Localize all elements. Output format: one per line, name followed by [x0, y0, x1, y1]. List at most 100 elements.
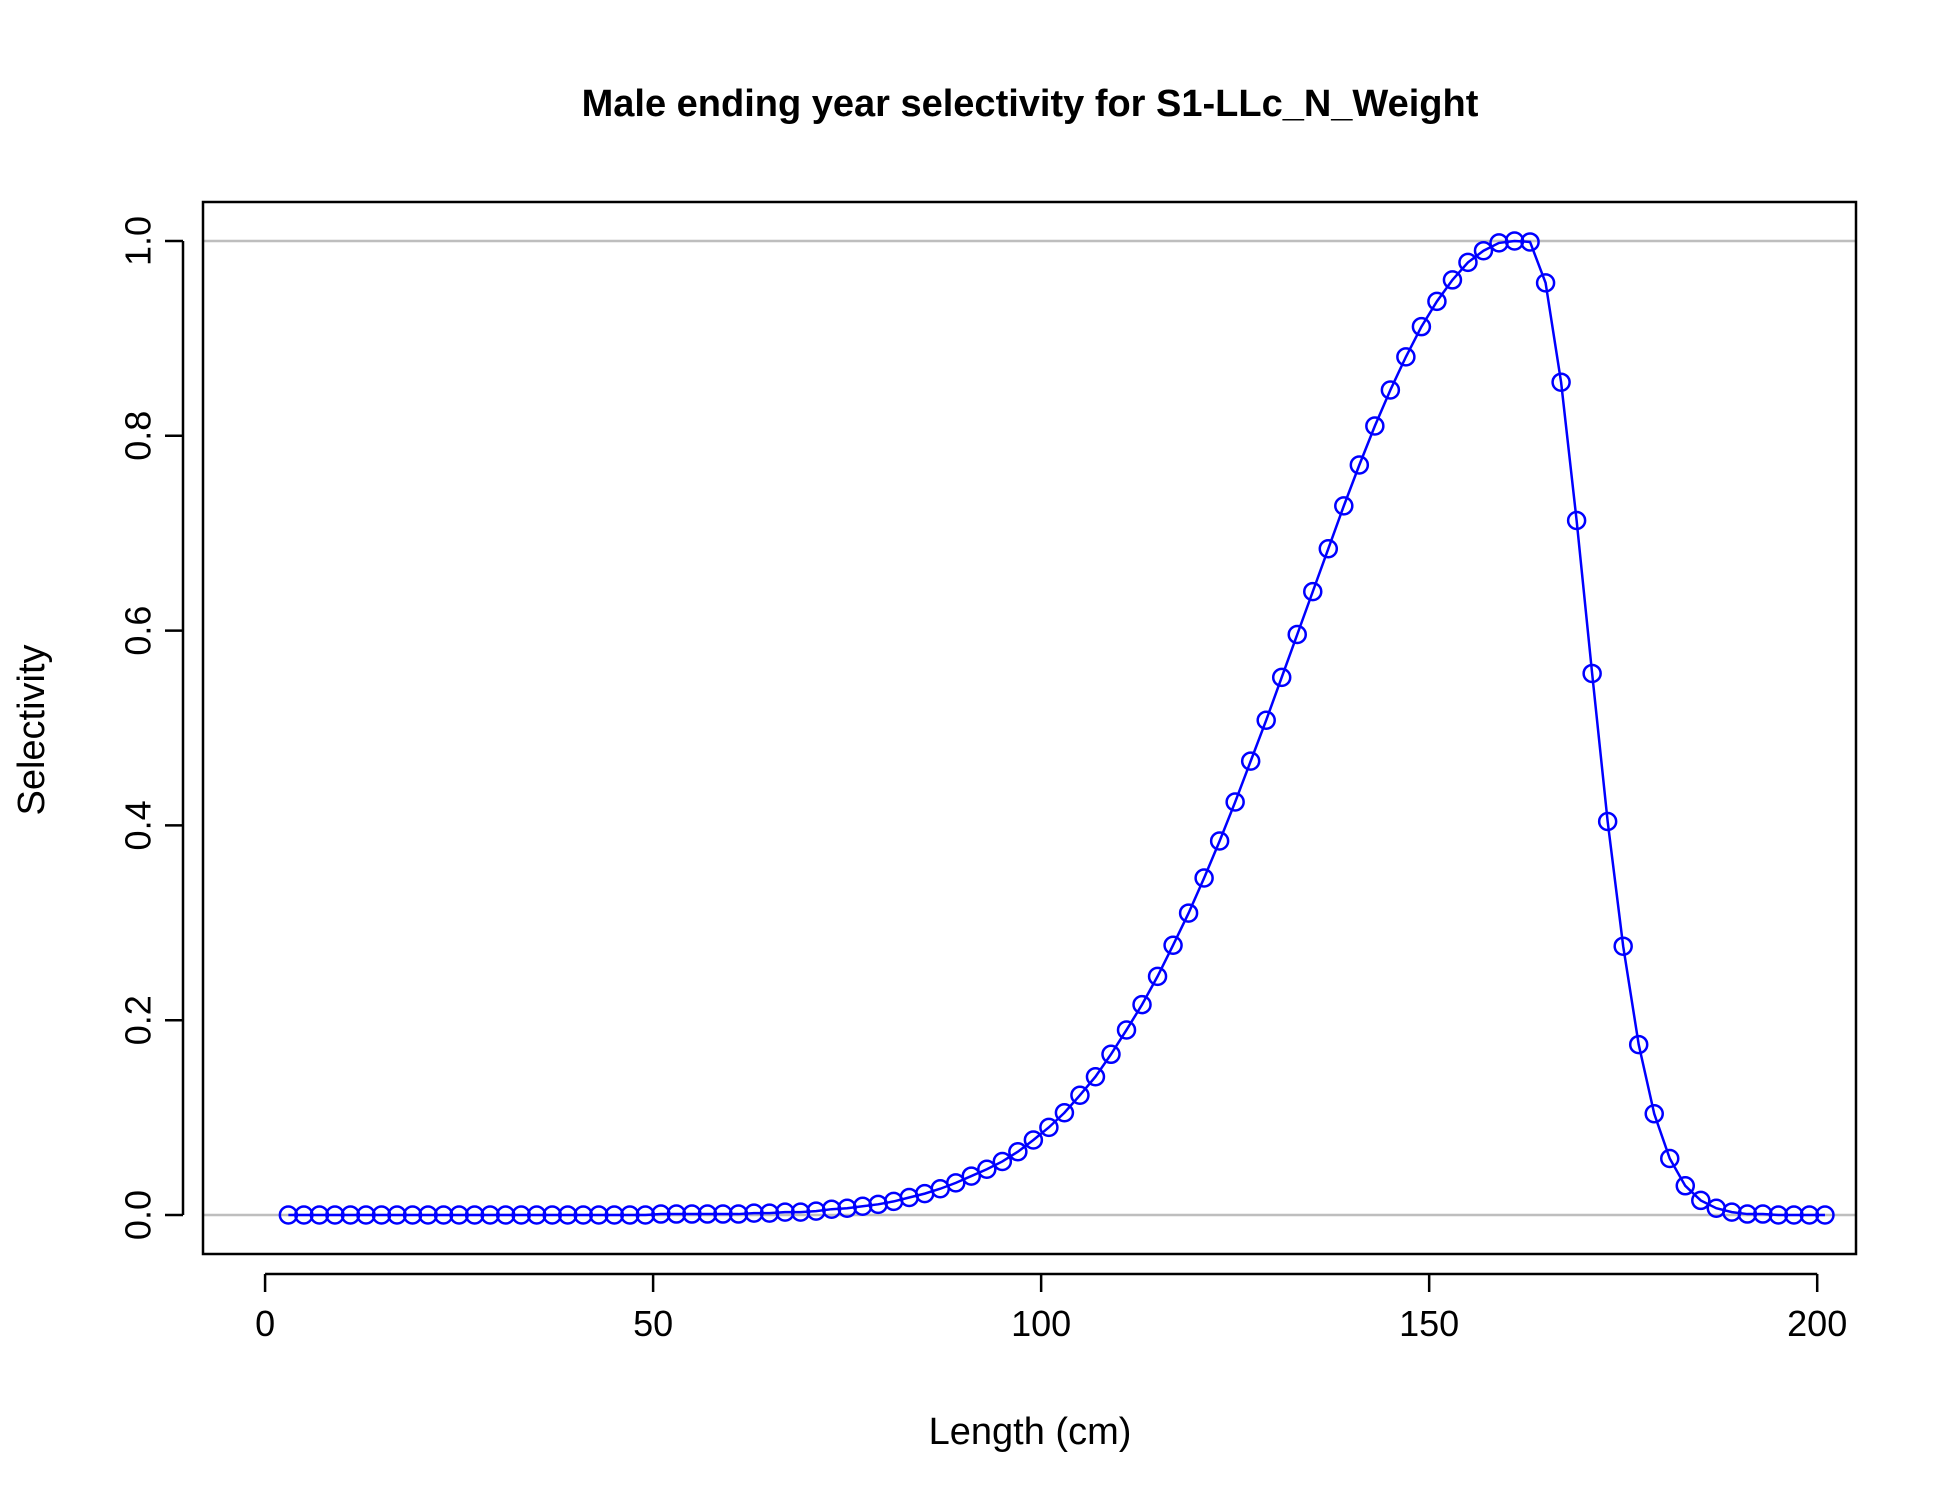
- x-axis: 0 50 100 150 200: [255, 1272, 1847, 1344]
- data-point-0-70: [1365, 416, 1385, 436]
- data-point-0-99: [1815, 1205, 1835, 1225]
- data-point-0-50: [1054, 1103, 1075, 1123]
- x-tick-label-3: 150: [1399, 1303, 1459, 1344]
- data-point-0-9: [418, 1205, 438, 1225]
- data-point-0-81: [1535, 273, 1556, 293]
- data-point-0-97: [1784, 1205, 1804, 1225]
- data-point-0-25: [666, 1204, 687, 1224]
- data-point-0-68: [1334, 496, 1354, 516]
- data-point-0-66: [1303, 581, 1323, 602]
- reference-lines: [203, 239, 1856, 1217]
- data-point-0-30: [744, 1203, 764, 1223]
- data-point-0-21: [604, 1205, 625, 1225]
- data-point-0-16: [526, 1205, 547, 1225]
- data-point-0-23: [635, 1205, 656, 1225]
- data-point-0-82: [1551, 372, 1571, 392]
- data-point-0-91: [1691, 1190, 1711, 1211]
- data-point-0-35: [821, 1199, 842, 1219]
- data-point-0-24: [651, 1204, 671, 1224]
- y-tick-label-4: 0.8: [118, 411, 159, 461]
- data-point-0-29: [728, 1204, 749, 1224]
- y-tick-label-0: 0.0: [118, 1190, 159, 1240]
- chart-title: Male ending year selectivity for S1-LLc_…: [582, 83, 1479, 125]
- data-point-0-52: [1085, 1066, 1106, 1087]
- series-layer: [278, 231, 1835, 1225]
- data-point-0-67: [1318, 539, 1339, 559]
- data-point-0-26: [682, 1204, 702, 1224]
- y-axis: 0.0 0.2 0.4 0.6 0.8 1.0: [118, 216, 185, 1240]
- y-tick-label-3: 0.6: [118, 606, 159, 656]
- data-point-0-58: [1178, 903, 1199, 923]
- data-point-0-47: [1008, 1141, 1028, 1162]
- data-point-0-94: [1737, 1204, 1758, 1224]
- data-point-0-89: [1660, 1148, 1680, 1169]
- data-point-0-79: [1504, 231, 1525, 251]
- data-point-0-8: [402, 1205, 423, 1225]
- y-tick-label-2: 0.4: [118, 800, 159, 850]
- data-point-0-84: [1582, 663, 1602, 684]
- data-point-0-31: [759, 1203, 780, 1223]
- data-point-0-96: [1768, 1205, 1789, 1225]
- data-point-0-15: [511, 1205, 531, 1225]
- data-point-0-72: [1396, 347, 1416, 367]
- x-tick-label-1: 50: [633, 1303, 673, 1344]
- data-point-0-0: [278, 1205, 299, 1225]
- data-point-0-46: [992, 1151, 1013, 1172]
- y-tick-label-1: 0.2: [118, 995, 159, 1045]
- data-point-0-71: [1380, 380, 1401, 400]
- data-point-0-59: [1194, 868, 1214, 888]
- data-point-0-7: [387, 1205, 407, 1225]
- data-point-0-83: [1566, 510, 1587, 531]
- data-point-0-76: [1458, 252, 1478, 273]
- data-point-0-61: [1225, 792, 1245, 812]
- data-point-0-62: [1240, 751, 1261, 771]
- data-point-0-22: [620, 1205, 640, 1225]
- data-point-0-88: [1644, 1103, 1664, 1124]
- data-point-0-65: [1287, 624, 1307, 645]
- data-point-0-45: [977, 1159, 997, 1180]
- data-point-0-43: [946, 1173, 966, 1193]
- data-point-0-64: [1271, 667, 1292, 688]
- data-point-0-5: [356, 1205, 376, 1225]
- data-point-0-33: [790, 1202, 811, 1222]
- data-point-0-10: [433, 1205, 454, 1225]
- data-point-0-1: [294, 1205, 314, 1225]
- data-point-0-32: [775, 1202, 795, 1222]
- data-point-0-54: [1116, 1020, 1137, 1040]
- data-point-0-90: [1675, 1176, 1696, 1196]
- data-point-0-3: [325, 1205, 345, 1225]
- data-point-0-74: [1427, 291, 1447, 312]
- y-axis-label: Selectivity: [11, 644, 53, 815]
- data-point-0-6: [371, 1205, 392, 1225]
- data-point-0-18: [558, 1205, 578, 1225]
- data-point-0-60: [1209, 831, 1230, 851]
- x-tick-label-4: 200: [1787, 1303, 1847, 1344]
- data-point-0-19: [573, 1205, 594, 1225]
- data-point-0-55: [1132, 994, 1152, 1015]
- x-axis-label: Length (cm): [929, 1411, 1132, 1453]
- data-point-0-75: [1442, 270, 1463, 290]
- x-tick-label-2: 100: [1011, 1303, 1071, 1344]
- data-point-0-11: [449, 1205, 469, 1225]
- data-point-0-51: [1070, 1085, 1090, 1105]
- data-point-0-87: [1628, 1034, 1649, 1055]
- series-line-0: [288, 239, 1825, 1217]
- data-point-0-63: [1256, 710, 1276, 730]
- data-point-0-49: [1039, 1117, 1059, 1138]
- data-point-0-80: [1520, 232, 1540, 252]
- data-point-0-69: [1349, 455, 1370, 475]
- data-point-0-2: [309, 1205, 330, 1225]
- data-point-0-44: [961, 1166, 982, 1186]
- data-point-0-77: [1473, 240, 1494, 261]
- data-point-0-48: [1023, 1130, 1044, 1150]
- x-tick-label-0: 0: [255, 1303, 275, 1344]
- data-point-0-20: [589, 1205, 609, 1225]
- plot-frame: [201, 200, 1858, 1256]
- data-point-0-98: [1799, 1205, 1820, 1225]
- y-tick-label-5: 1.0: [118, 216, 159, 266]
- data-point-0-86: [1613, 936, 1633, 956]
- data-point-0-28: [713, 1204, 733, 1224]
- data-point-0-53: [1101, 1044, 1121, 1065]
